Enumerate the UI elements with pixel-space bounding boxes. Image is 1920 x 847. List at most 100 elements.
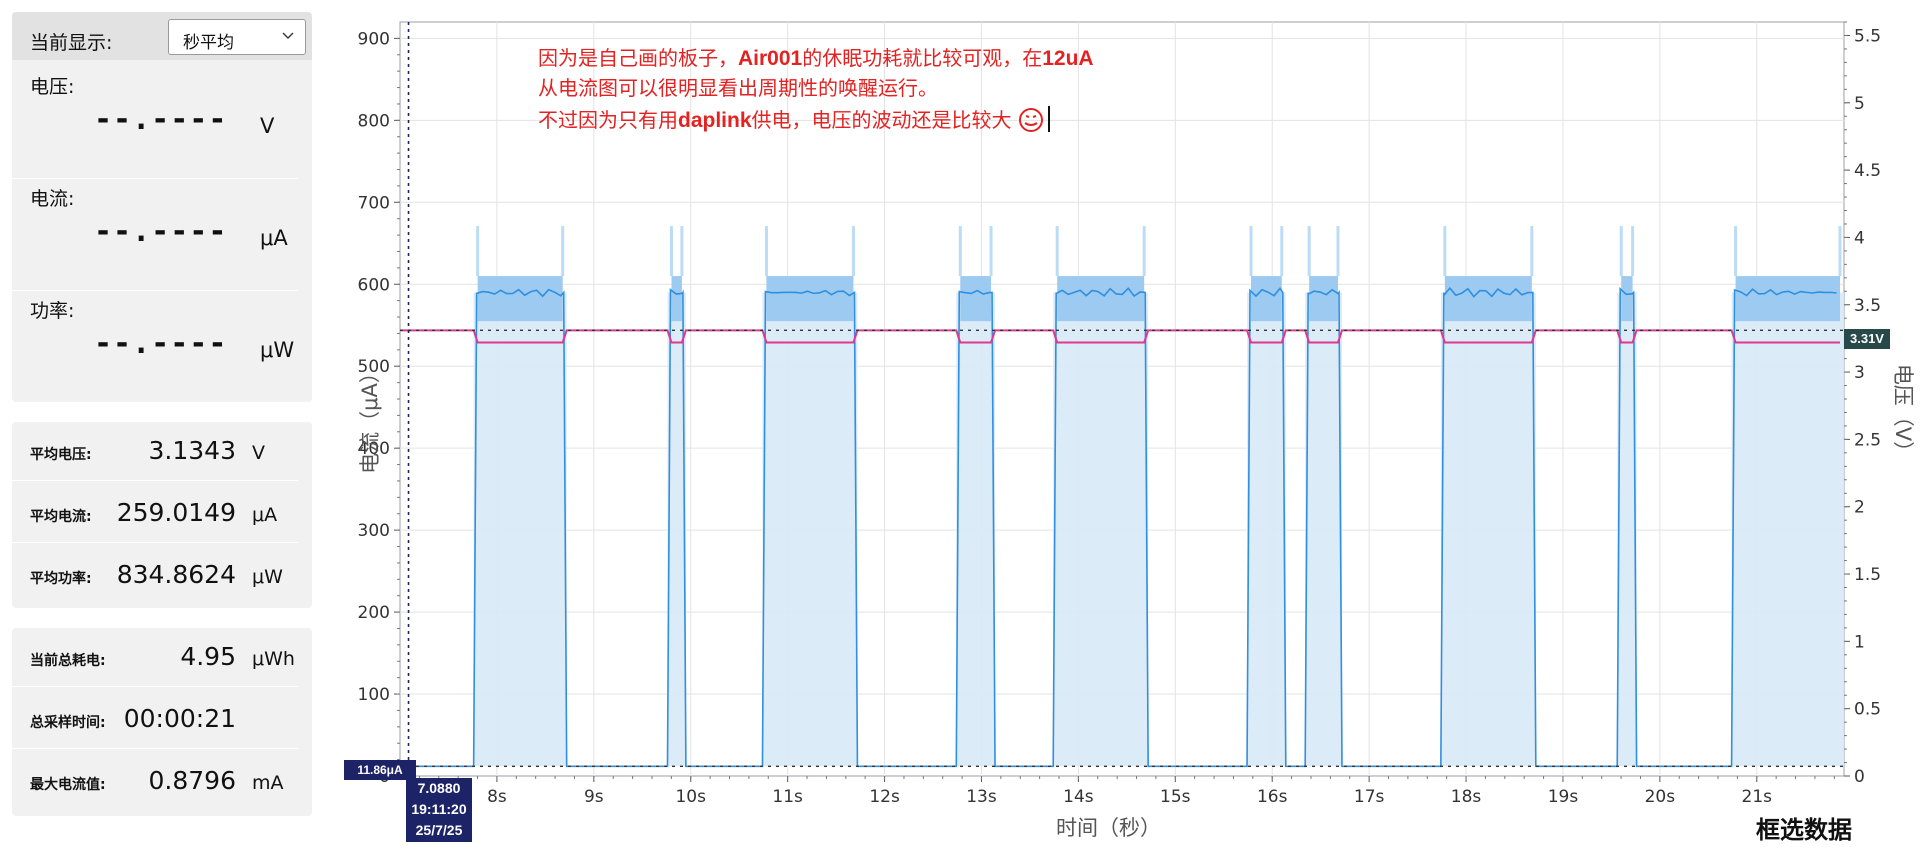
total-energy-value: 4.95 [180,642,236,671]
chart-area[interactable]: 8s 9s 10s 11s 12s 13s 14s 15s 16s 17s 18s 19s 20s 21s… [316,0,1920,847]
display-mode-select[interactable]: 秒平均 [168,19,306,55]
avg-voltage-value: 3.1343 [148,436,236,465]
power-unit: μW [260,338,295,362]
select-data-button[interactable]: 框选数据 [1756,816,1852,844]
y-axis-right-label: 电压（V） [1891,363,1915,463]
avg-voltage-row: 平均电压: 3.1343 V [12,422,312,482]
avg-power-unit: μW [252,566,283,588]
current-noise-band [1735,276,1840,322]
y-tick-label-left: 600 [358,275,390,295]
x-tick-label: 20s [1645,787,1676,807]
current-noise-band [1251,276,1282,322]
max-current-value: 0.8796 [148,766,236,795]
y-tick-label-right: 0 [1854,767,1865,787]
x-tick-label: 17s [1354,787,1385,807]
current-noise-band [671,276,682,322]
x-tick-label: 14s [1063,787,1094,807]
current-unit: μA [260,226,288,250]
y-tick-label-left: 700 [358,193,390,213]
sweat-emoji-icon [1018,108,1043,132]
voltage-level-marker: 3.31V [1844,329,1890,349]
y-tick-label-right: 1.5 [1854,565,1881,585]
current-series-line [400,286,1837,768]
display-mode-value: 秒平均 [183,33,234,53]
current-burst-fill [1440,292,1536,767]
divider [12,290,298,291]
avg-power-label: 平均功率: [30,571,92,587]
sample-time-row: 总采样时间: 00:00:21 [12,690,312,750]
totals-panel: 当前总耗电: 4.95 μWh 总采样时间: 00:00:21 最大电流值: 0… [12,628,312,816]
avg-current-unit: μA [252,504,278,526]
x-tick-label: 9s [584,787,604,807]
current-burst-fill [1617,292,1637,767]
power-meter: 功率: --.---- μW [12,296,312,406]
divider [12,178,298,179]
current-label: 电流: [30,188,75,210]
current-noise-band [766,276,854,322]
avg-power-value: 834.8624 [116,560,236,589]
current-level-marker: 11.86μA [344,760,416,780]
meter-panel: 当前显示: 秒平均 电压: --.---- V 电流: --.---- μA 功… [12,12,312,402]
max-current-unit: mA [252,772,284,794]
total-energy-row: 当前总耗电: 4.95 μWh [12,628,312,688]
y-tick-label-left: 800 [358,111,390,131]
current-burst-fill [1247,292,1286,767]
y-tick-label-right: 4 [1854,228,1865,248]
voltage-value: --.---- [94,102,228,137]
y-tick-label-right: 5 [1854,94,1865,114]
chart-svg[interactable]: 8s 9s 10s 11s 12s 13s 14s 15s 16s 17s 18s 19s 20s 21s… [316,0,1920,847]
current-value: --.---- [94,214,228,249]
voltage-label: 电压: [30,76,75,98]
current-burst-fill [762,292,858,767]
x-tick-label: 10s [675,787,706,807]
current-noise-band [477,276,563,322]
y-tick-label-right: 0.5 [1854,700,1881,720]
current-burst-fill [667,292,686,767]
divider [12,748,298,749]
max-current-row: 最大电流值: 0.8796 mA [12,752,312,812]
annotation-text: 因为是自己画的板子， [538,46,738,70]
y-tick-label-right: 2 [1854,498,1865,518]
display-mode-label: 当前显示: [30,32,113,54]
y-tick-label-right: 1 [1854,632,1865,652]
avg-current-row: 平均电流: 259.0149 μA [12,484,312,544]
current-noise-band [1309,276,1338,322]
avg-voltage-label: 平均电压: [30,447,92,463]
y-tick-label-left: 100 [358,685,390,705]
avg-current-label: 平均电流: [30,509,92,525]
max-current-label: 最大电流值: [30,777,106,793]
y-tick-label-right: 2.5 [1854,430,1881,450]
total-energy-label: 当前总耗电: [30,653,106,669]
x-tick-label: 12s [869,787,900,807]
cursor-time: 7.0880 [417,780,461,796]
average-panel: 平均电压: 3.1343 V 平均电流: 259.0149 μA 平均功率: 8… [12,422,312,608]
avg-current-value: 259.0149 [116,498,236,527]
current-meter: 电流: --.---- μA [12,184,312,294]
chevron-down-icon [282,32,294,39]
current-burst-fill [1053,292,1149,767]
annotation-text: 不过因为只有用 [538,108,678,132]
annotation-line-1: 因为是自己画的板子，Air001的休眠功耗就比较可观，在12uA [538,42,1094,71]
x-tick-label: 15s [1160,787,1191,807]
x-tick-label: 21s [1742,787,1773,807]
annotation-line-2: 从电流图可以很明显看出周期性的唤醒运行。 [538,76,938,100]
avg-power-row: 平均功率: 834.8624 μW [12,546,312,606]
y-axis-left-label: 电流（μA） [358,362,382,474]
cursor-readout[interactable]: 7.0880 19:11:20 25/7/25 [406,778,472,842]
total-energy-unit: μWh [252,648,295,670]
y-tick-label-right: 3 [1854,363,1865,383]
sample-time-value: 00:00:21 [123,704,236,733]
current-burst-fill [1731,292,1844,767]
divider [12,542,298,543]
x-tick-label: 11s [772,787,803,807]
annotation-text: 供电，电压的波动还是比较大 [751,108,1012,132]
x-tick-label: 18s [1451,787,1482,807]
x-tick-label: 13s [966,787,997,807]
y-tick-label-left: 500 [358,357,390,377]
current-burst-fill [1305,292,1342,767]
voltage-meter: 电压: --.---- V [12,72,312,182]
y-tick-label-right: 4.5 [1854,161,1881,181]
y-tick-label-left: 200 [358,603,390,623]
divider [12,686,298,687]
y-tick-label-right: 5.5 [1854,26,1881,46]
